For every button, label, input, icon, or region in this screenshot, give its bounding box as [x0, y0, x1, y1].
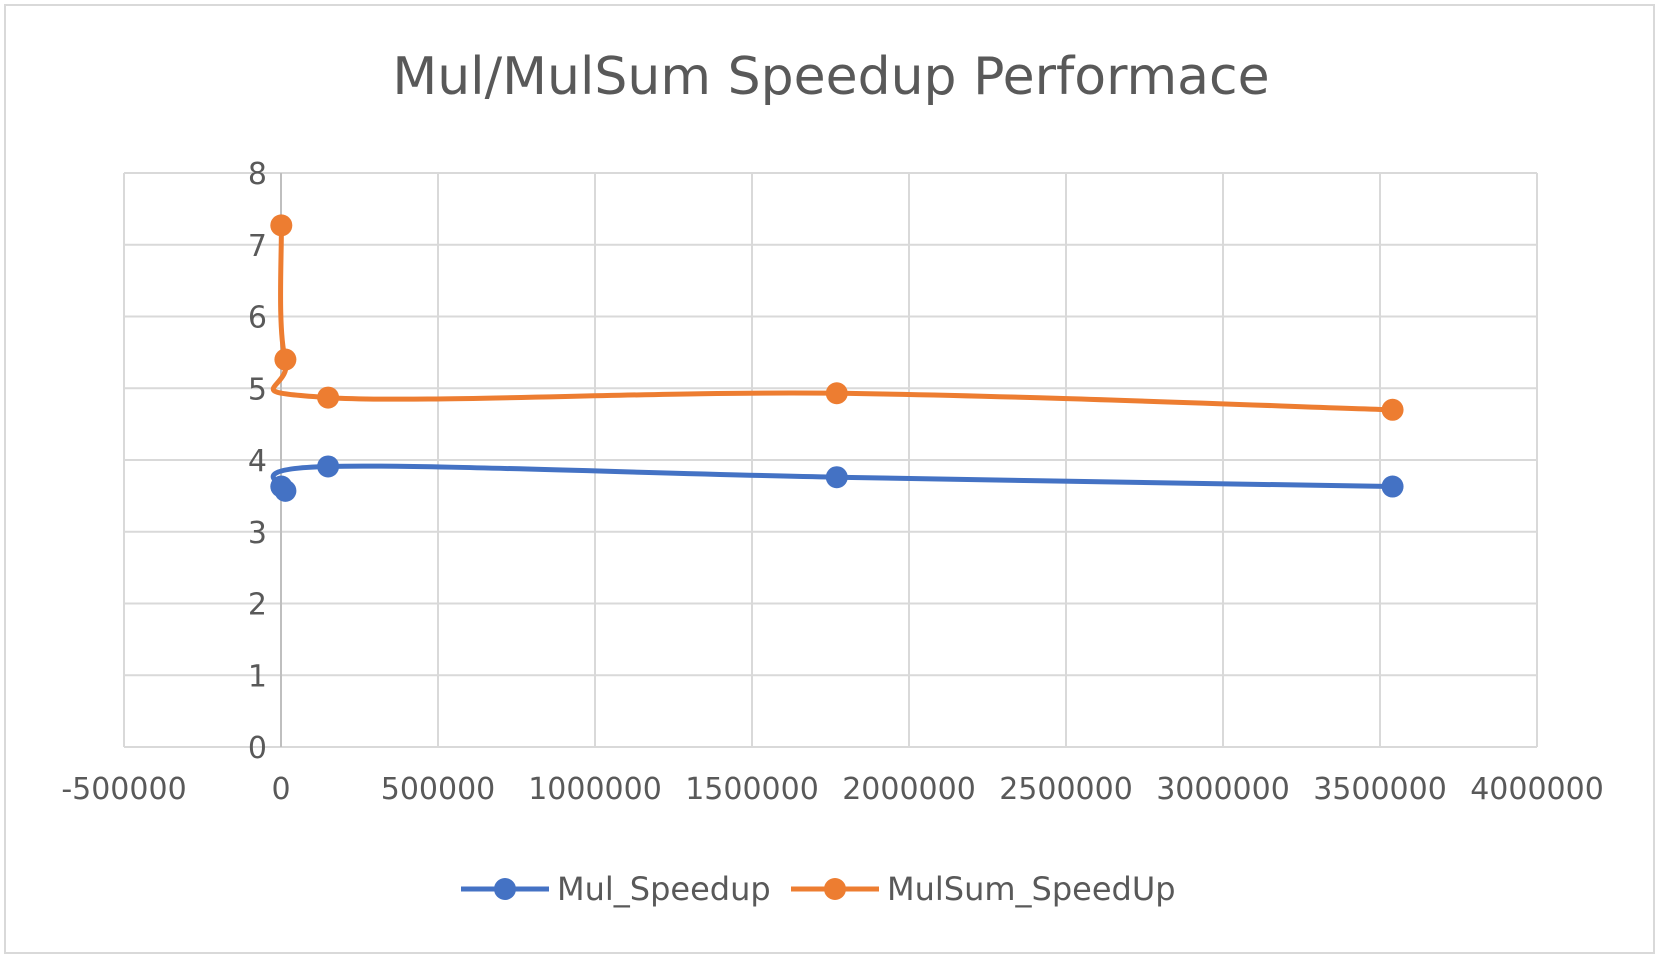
- y-tick-label-0: 0: [248, 731, 267, 766]
- series-MulSum_SpeedUp: [270, 214, 1404, 421]
- legend-entry-1: MulSum_SpeedUp: [791, 870, 1176, 908]
- data-point-1-3: [825, 382, 848, 405]
- y-axis-tick-labels: 0 1 2 3 4 5 6 7 8: [248, 157, 267, 766]
- y-gridlines: [124, 172, 1537, 748]
- data-point-0-1: [274, 479, 297, 502]
- data-point-0-2: [317, 455, 340, 478]
- x-tick-label-8: 3500000: [1313, 772, 1447, 807]
- y-tick-label-6: 6: [248, 301, 267, 336]
- legend-label-1: MulSum_SpeedUp: [887, 870, 1176, 908]
- x-tick-label-2: 500000: [381, 772, 496, 807]
- chart-title: Mul/MulSum Speedup Performace: [392, 47, 1269, 107]
- y-tick-label-3: 3: [248, 516, 267, 551]
- legend: Mul_Speedup MulSum_SpeedUp: [461, 870, 1176, 908]
- legend-entry-0: Mul_Speedup: [461, 870, 771, 908]
- x-tick-label-9: 4000000: [1470, 772, 1604, 807]
- data-point-1-0: [270, 214, 293, 237]
- x-tick-label-1: 0: [271, 772, 290, 807]
- data-point-1-4: [1381, 398, 1404, 421]
- y-tick-label-8: 8: [248, 157, 267, 192]
- x-axis-tick-labels: -500000 0 500000 1000000 1500000 2000000 25000…: [61, 772, 1603, 807]
- data-point-0-3: [825, 466, 848, 489]
- y-tick-label-1: 1: [248, 659, 267, 694]
- series-line-1: [270, 222, 1396, 413]
- x-tick-label-6: 2500000: [999, 772, 1133, 807]
- y-tick-label-7: 7: [248, 229, 267, 264]
- legend-marker-1: [824, 878, 846, 900]
- y-tick-label-4: 4: [248, 444, 267, 479]
- x-tick-label-3: 1000000: [528, 772, 662, 807]
- x-tick-label-0: -500000: [61, 772, 186, 807]
- legend-label-0: Mul_Speedup: [557, 870, 771, 908]
- series-Mul_Speedup: [270, 455, 1404, 502]
- series-layer: [270, 214, 1404, 502]
- y-tick-label-2: 2: [248, 588, 267, 623]
- data-point-0-4: [1381, 475, 1404, 498]
- legend-marker-0: [494, 878, 516, 900]
- data-point-1-1: [274, 348, 297, 371]
- x-tick-label-7: 3000000: [1156, 772, 1290, 807]
- data-point-1-2: [317, 386, 340, 409]
- x-tick-label-5: 2000000: [842, 772, 976, 807]
- x-tick-label-4: 1500000: [685, 772, 819, 807]
- y-tick-label-5: 5: [248, 372, 267, 407]
